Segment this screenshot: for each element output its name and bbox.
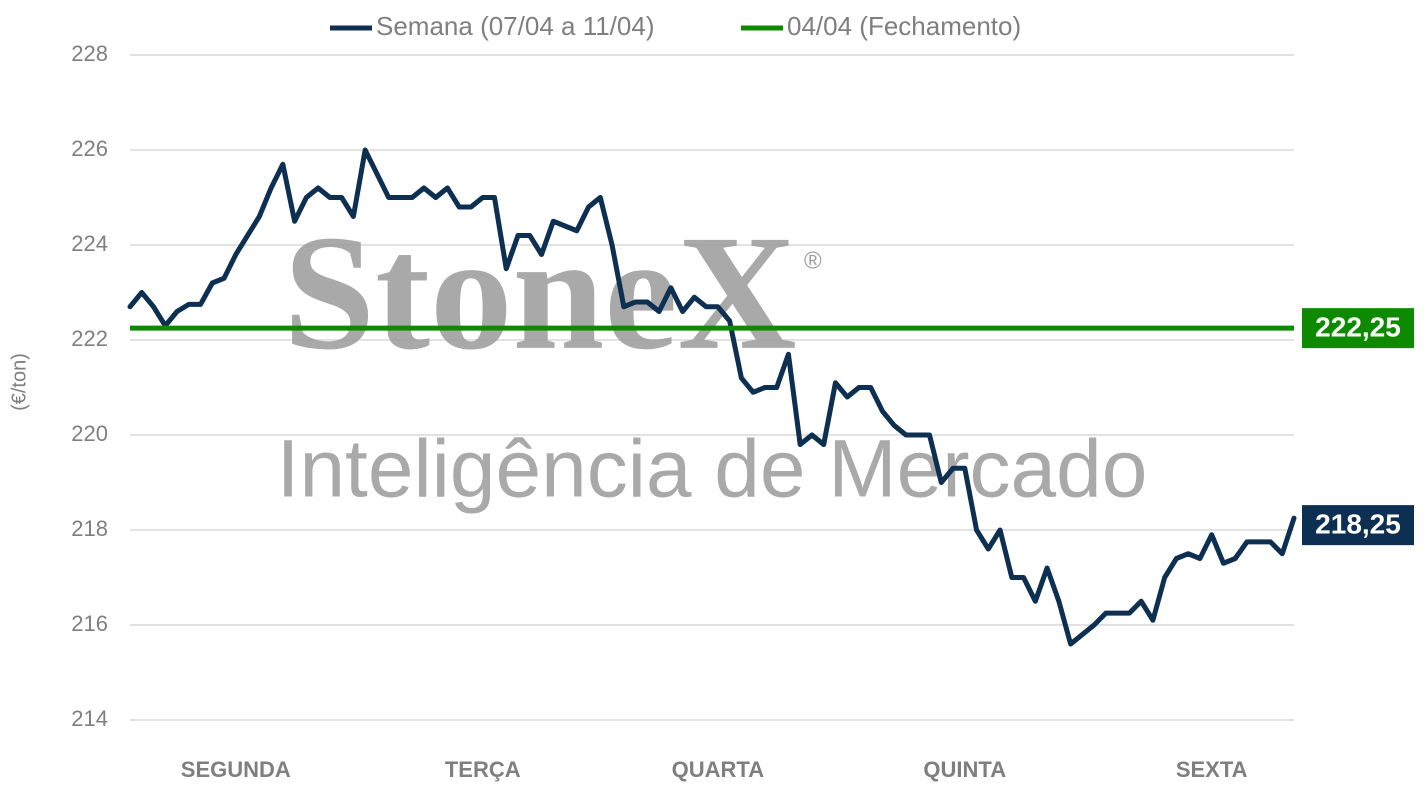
y-tick-label: 218 xyxy=(71,516,108,541)
watermark-mark: ® xyxy=(804,247,822,274)
y-tick-label: 214 xyxy=(71,706,108,731)
y-tick-label: 224 xyxy=(71,231,108,256)
x-tick-label: SEGUNDA xyxy=(181,757,291,782)
value-label-box xyxy=(1302,308,1414,349)
watermark-subtitle: Inteligência de Mercado xyxy=(277,424,1148,515)
y-axis-label: (€/ton) xyxy=(8,353,30,411)
x-tick-label: SEXTA xyxy=(1176,757,1248,782)
grid xyxy=(130,54,1294,721)
value-label-box xyxy=(1302,505,1414,546)
y-tick-label: 222 xyxy=(71,326,108,351)
legend-label: Semana (07/04 a 11/04) xyxy=(376,11,654,41)
y-tick-label: 216 xyxy=(71,611,108,636)
x-tick-label: QUARTA xyxy=(672,757,765,782)
y-tick-label: 228 xyxy=(71,41,108,66)
series-line xyxy=(127,147,1297,647)
x-tick-label: QUINTA xyxy=(923,757,1006,782)
value-label: 222,25 xyxy=(1315,312,1401,343)
x-tick-label: TERÇA xyxy=(445,757,521,782)
watermark-brand: StoneX xyxy=(283,201,796,384)
y-tick-label: 226 xyxy=(71,136,108,161)
y-tick-label: 220 xyxy=(71,421,108,446)
value-label: 218,25 xyxy=(1315,509,1401,540)
legend-label: 04/04 (Fechamento) xyxy=(787,11,1021,41)
